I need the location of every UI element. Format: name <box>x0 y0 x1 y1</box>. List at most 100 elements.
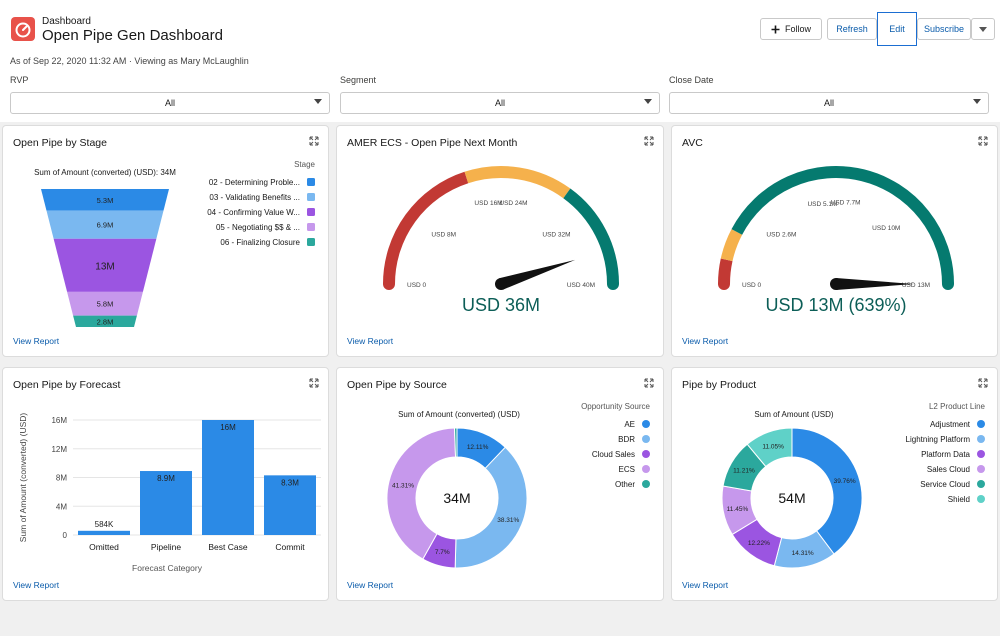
gauge-tick-label: USD 0 <box>407 282 427 289</box>
gauge-tick-label: USD 32M <box>542 231 570 238</box>
gauge-band <box>464 166 571 199</box>
donut-slice-label: 39.76% <box>834 478 856 485</box>
view-report-link[interactable]: View Report <box>13 336 60 346</box>
gauge-needle-hub <box>495 278 507 290</box>
view-report-link[interactable]: View Report <box>13 580 60 590</box>
filter-rvp-label: RVP <box>10 75 29 85</box>
legend-item-label: BDR <box>618 435 635 444</box>
refresh-button[interactable]: Refresh <box>827 18 877 40</box>
as-of-timestamp: As of Sep 22, 2020 11:32 AM · Viewing as… <box>10 56 249 66</box>
bar <box>264 475 316 535</box>
view-report-link[interactable]: View Report <box>682 336 729 346</box>
legend-item-label: 05 - Negotiating $$ & ... <box>216 223 300 232</box>
gauge-tick-label: USD 13M <box>902 282 930 289</box>
gauge-needle-hub <box>830 278 842 290</box>
breadcrumb[interactable]: Dashboard <box>42 16 91 27</box>
legend-swatch <box>977 480 985 488</box>
legend-swatch <box>977 450 985 458</box>
legend-swatch <box>307 238 315 246</box>
expand-icon[interactable] <box>644 136 654 146</box>
donut-slice-label: 11.05% <box>762 443 784 450</box>
gauge-tick-label: USD 10M <box>872 225 900 232</box>
donut-slice-label: 7.7% <box>435 549 450 556</box>
legend-item-label: 02 - Determining Proble... <box>209 178 300 187</box>
gauge-end-cap <box>383 278 395 290</box>
donut-slice <box>746 427 793 468</box>
bar-data-label: 8.3M <box>281 478 299 487</box>
expand-icon[interactable] <box>978 136 988 146</box>
filter-close-date-value: All <box>823 98 834 108</box>
card-title: Open Pipe by Stage <box>13 137 107 149</box>
legend-item-label: Other <box>615 480 635 489</box>
bar <box>140 471 192 535</box>
funnel-segment-label: 5.8M <box>97 300 114 309</box>
filter-segment-select[interactable]: All <box>340 92 660 114</box>
subscribe-button[interactable]: Subscribe <box>917 18 971 40</box>
donut-center-label: 54M <box>778 490 805 506</box>
x-tick-label: Best Case <box>208 542 247 552</box>
card-open-pipe-by-source: Open Pipe by Source Sum of Amount (conve… <box>336 367 664 601</box>
view-report-link[interactable]: View Report <box>347 580 394 590</box>
legend-swatch <box>642 480 650 488</box>
card-pipe-by-product: Pipe by Product Sum of Amount (USD) L2 Pr… <box>671 367 998 601</box>
legend-swatch <box>307 208 315 216</box>
legend-swatch <box>307 178 315 186</box>
gauge-needle <box>836 278 914 290</box>
legend-title: L2 Product Line <box>929 402 986 411</box>
filter-rvp-value: All <box>164 98 175 108</box>
donut-slice-label: 12.11% <box>467 444 489 451</box>
dashboard-gauge-icon <box>11 17 35 41</box>
gauge-tick-label: USD 40M <box>567 282 595 289</box>
gauge-tick-label: USD 7.7M <box>831 200 861 207</box>
expand-icon[interactable] <box>978 378 988 388</box>
card-title: Pipe by Product <box>682 379 757 391</box>
gauge-end-cap <box>942 278 954 290</box>
filter-segment-label: Segment <box>340 75 377 85</box>
expand-icon[interactable] <box>309 378 319 388</box>
legend-item-label: 04 - Confirming Value W... <box>207 208 300 217</box>
card-amer-ecs-open-pipe: AMER ECS - Open Pipe Next Month USD 0 USD… <box>336 125 664 357</box>
bar-data-label: 16M <box>220 423 236 432</box>
card-open-pipe-by-stage: Open Pipe by Stage Sum of Amount (conver… <box>2 125 329 357</box>
funnel-chart: Sum of Amount (converted) (USD): 34M Stag… <box>34 160 316 327</box>
dashboard-header: Dashboard Open Pipe Gen Dashboard As of … <box>0 0 1000 122</box>
funnel-segment-label: 13M <box>95 261 114 272</box>
legend-swatch <box>977 495 985 503</box>
bar-chart: 0 4M 8M 12M 16M 584K Omitted 8.9M Pipeline 16M Bes… <box>18 413 321 573</box>
follow-button[interactable]: Follow <box>760 18 822 40</box>
funnel-segment-label: 5.3M <box>97 196 114 205</box>
gauge-end-cap <box>607 278 619 290</box>
card-avc: AVC USD 0 USD 2.6M USD 5.1M USD 7.7M USD 10M… <box>671 125 998 357</box>
gauge-tick-label: USD 5.1M <box>807 201 837 208</box>
donut-slice <box>453 427 458 458</box>
chevron-down-icon <box>973 99 981 104</box>
legend-swatch <box>307 223 315 231</box>
legend-item-label: Cloud Sales <box>592 450 635 459</box>
more-actions-button[interactable] <box>971 18 995 40</box>
y-tick-label: 16M <box>51 416 67 425</box>
bar <box>202 420 254 535</box>
legend-item-label: Service Cloud <box>920 480 970 489</box>
gauge-tick-label: USD 16M <box>474 200 502 207</box>
y-tick-label: 0 <box>63 531 68 540</box>
legend-swatch <box>307 193 315 201</box>
donut-slice-label: 11.21% <box>733 468 755 475</box>
x-axis-label: Forecast Category <box>132 563 203 573</box>
page-title: Open Pipe Gen Dashboard <box>42 27 223 44</box>
expand-icon[interactable] <box>644 378 654 388</box>
legend-item-label: Adjustment <box>930 420 971 429</box>
edit-button[interactable]: Edit <box>877 12 917 46</box>
filter-rvp-select[interactable]: All <box>10 92 330 114</box>
expand-icon[interactable] <box>309 136 319 146</box>
donut-slice <box>386 427 457 560</box>
filter-close-date-select[interactable]: All <box>669 92 989 114</box>
view-report-link[interactable]: View Report <box>682 580 729 590</box>
bar-data-label: 8.9M <box>157 474 175 483</box>
donut-slice-label: 14.31% <box>792 550 814 557</box>
legend-title: Opportunity Source <box>581 402 650 411</box>
x-tick-label: Commit <box>275 542 305 552</box>
legend-item-label: Sales Cloud <box>927 465 970 474</box>
view-report-link[interactable]: View Report <box>347 336 394 346</box>
